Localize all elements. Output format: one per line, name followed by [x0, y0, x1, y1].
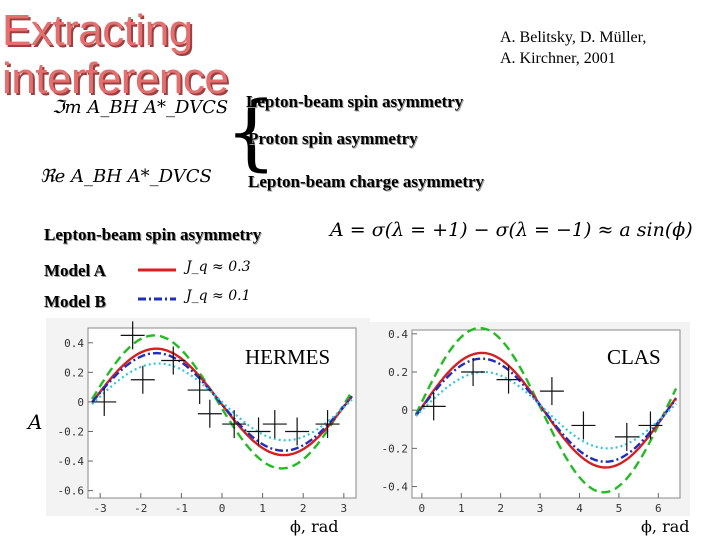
hermes-data-point [161, 346, 186, 375]
asymmetry-formula: A = σ(λ = +1) − σ(λ = −1) ≈ a sin(ϕ) [330, 219, 693, 241]
clas-y-tick-label: 0 [401, 404, 408, 417]
hermes-x-axis-label: ϕ, rad [290, 517, 339, 536]
clas-y-tick-label: -0.4 [382, 481, 409, 494]
hermes-data-point [130, 365, 155, 394]
hermes-data-point [187, 376, 212, 405]
model-b-formula: J_q ≈ 0.1 [186, 288, 251, 304]
hermes-data-point [246, 417, 271, 446]
hermes-y-tick-label: -0.4 [58, 455, 85, 468]
clas-data-point [638, 411, 663, 440]
hermes-data-point [315, 410, 340, 439]
clas-y-tick-label: 0.4 [388, 328, 408, 341]
hermes-x-tick-label: -1 [175, 502, 188, 515]
hermes-data-point [285, 417, 310, 446]
hermes-chart: 0.4 0.2 0 -0.2 -0.4 -0.6 -3 -2 -1 0 1 2 3 [58, 321, 357, 515]
clas-curve-green-dashed [414, 326, 678, 494]
model-a-formula: J_q ≈ 0.3 [186, 259, 251, 275]
model-a-line-swatch [138, 268, 176, 272]
clas-x-tick-label: 3 [537, 502, 544, 515]
authors-line-2: A. Kirchner, 2001 [500, 50, 616, 67]
clas-data-point [571, 411, 596, 440]
slide-title-line-2: interference [2, 54, 229, 103]
hermes-data-point [222, 410, 247, 439]
clas-x-tick-label: 1 [458, 502, 465, 515]
section-label: Lepton-beam spin asymmetry [44, 225, 262, 244]
hermes-y-tick-label: 0.4 [64, 337, 84, 350]
clas-x-axis-label: ϕ, rad [641, 517, 690, 536]
hermes-y-tick-label: 0 [77, 396, 84, 409]
hermes-curve-red-solid [91, 347, 353, 457]
clas-x-tick-label: 5 [616, 502, 623, 515]
clas-data-point [421, 392, 446, 421]
model-b-label: Model B [44, 292, 106, 311]
hermes-plot-panel: 0.4 0.2 0 -0.2 -0.4 -0.6 -3 -2 -1 0 1 2 3 [46, 318, 370, 516]
y-axis-symbol: A [28, 410, 43, 434]
clas-x-tick-label: 4 [576, 502, 583, 515]
clas-data-point [539, 377, 564, 406]
clas-chart-title: CLAS [607, 345, 661, 369]
hermes-y-tick-label: 0.2 [64, 366, 84, 379]
clas-x-tick-label: 0 [419, 502, 426, 515]
clas-chart: 0.4 0.2 0 -0.2 -0.4 0 1 2 3 4 5 6 [382, 326, 681, 515]
hermes-data-point [197, 399, 222, 428]
hermes-data-point [120, 321, 145, 350]
curly-brace: { [225, 85, 278, 180]
hermes-chart-title: HERMES [245, 345, 331, 369]
hermes-curve-green-dashed [91, 334, 353, 470]
clas-x-tick-label: 2 [497, 502, 504, 515]
item-proton-spin: Proton spin asymmetry [248, 129, 418, 148]
item-lepton-beam-charge: Lepton-beam charge asymmetry [248, 172, 485, 191]
slide-title-line-1: Extracting [2, 6, 193, 55]
clas-y-tick-label: -0.2 [382, 442, 409, 455]
hermes-x-tick-label: -2 [134, 502, 147, 515]
formula-imaginary-part: ℑm A_BH A*_DVCS [52, 97, 229, 118]
authors-line-1: A. Belitsky, D. Müller, [500, 29, 647, 46]
model-b-line-swatch [138, 297, 176, 301]
hermes-x-tick-label: -3 [94, 502, 107, 515]
hermes-curve-cyan-dotted [91, 362, 353, 442]
hermes-x-tick-label: 1 [259, 502, 266, 515]
clas-data-point [461, 358, 486, 386]
hermes-x-tick-label: 2 [300, 502, 307, 515]
hermes-data-point [92, 387, 117, 416]
formula-real-part: ℜe A_BH A*_DVCS [40, 166, 212, 187]
clas-curve-blue-dashdot [414, 357, 678, 463]
hermes-x-tick-label: 3 [341, 502, 348, 515]
clas-y-tick-label: 0.2 [388, 366, 408, 379]
clas-x-tick-label: 6 [655, 502, 662, 515]
clas-data-point [496, 365, 521, 394]
hermes-y-tick-label: -0.6 [58, 485, 85, 498]
model-a-label: Model A [44, 261, 106, 280]
hermes-data-point [262, 410, 287, 439]
clas-data-point [614, 422, 639, 451]
item-lepton-beam-spin: Lepton-beam spin asymmetry [246, 92, 464, 111]
clas-plot-panel: 0.4 0.2 0 -0.2 -0.4 0 1 2 3 4 5 6 [368, 322, 690, 516]
hermes-x-tick-label: 0 [219, 502, 226, 515]
hermes-curve-blue-dashdot [91, 351, 353, 452]
hermes-y-tick-label: -0.2 [58, 425, 85, 438]
